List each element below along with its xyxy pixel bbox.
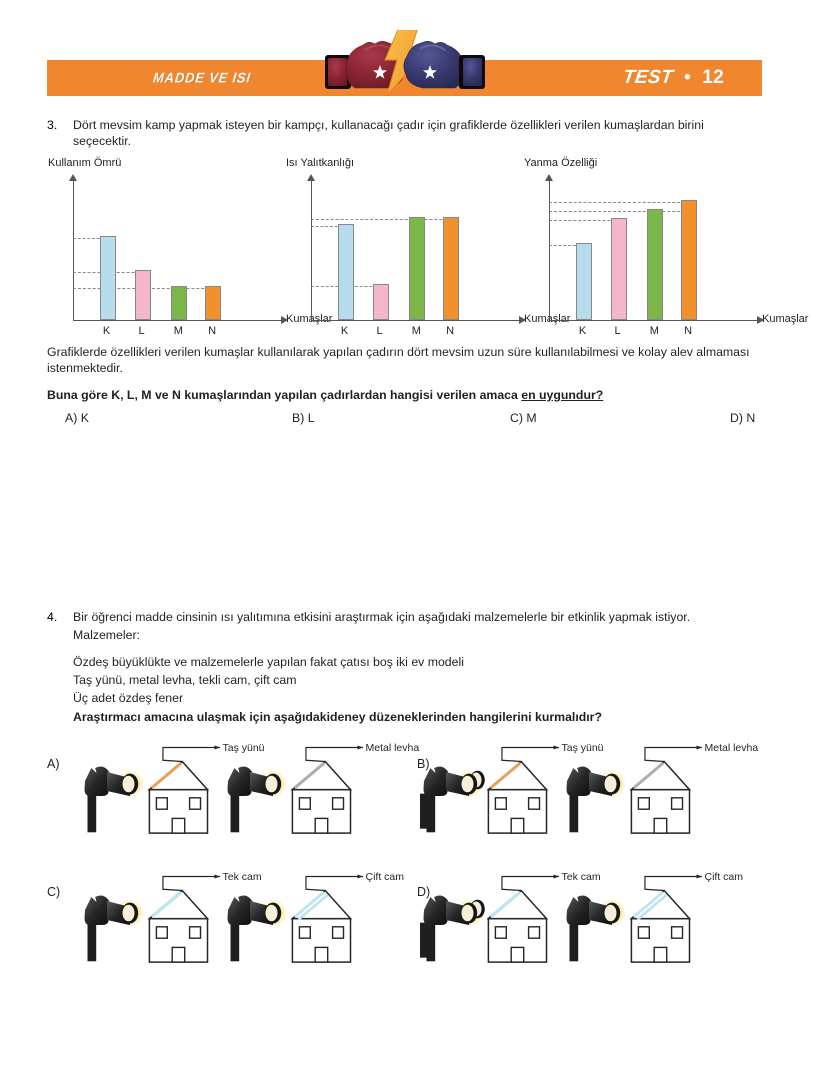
svg-text:Metal levha: Metal levha [705,742,759,754]
svg-text:Çift cam: Çift cam [365,871,404,883]
svg-text:Çift cam: Çift cam [705,871,744,883]
